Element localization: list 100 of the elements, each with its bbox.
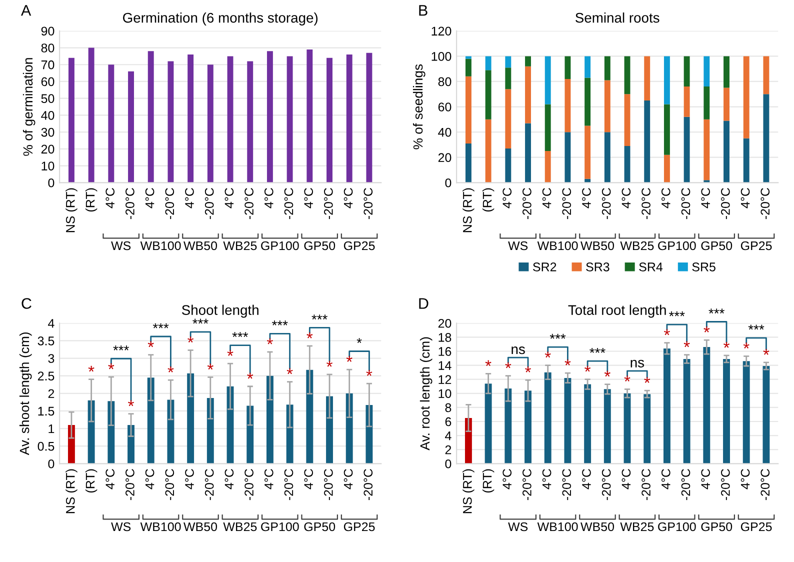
x-tick-label: -20°C bbox=[126, 188, 134, 220]
y-tick-label: 2.5 bbox=[38, 372, 54, 380]
x-tick-label: 4°C bbox=[661, 188, 670, 208]
x-tick-label: 4°C bbox=[622, 188, 631, 208]
bar bbox=[505, 148, 512, 183]
x-tick-label: -20°C bbox=[562, 188, 572, 220]
bar bbox=[664, 154, 670, 183]
x-tick-label: -20°C bbox=[642, 468, 650, 500]
bar bbox=[485, 119, 492, 183]
y-tick-label: 90 bbox=[41, 26, 54, 36]
y-tick-label: 120 bbox=[432, 26, 452, 36]
text: GP100 bbox=[261, 241, 299, 250]
bar bbox=[485, 70, 492, 120]
bar bbox=[644, 100, 650, 183]
bar bbox=[584, 56, 591, 78]
x-tick-label: 4°C bbox=[502, 468, 512, 490]
y-tick-label: 3 bbox=[48, 354, 54, 363]
y-axis-title: Av. shoot length (cm) bbox=[19, 332, 32, 456]
annotation: ns bbox=[630, 360, 644, 368]
text: WB25 bbox=[620, 241, 654, 250]
text: WS bbox=[111, 522, 131, 532]
x-tick-label: NS (RT) bbox=[66, 469, 78, 514]
x-tick-label: (RT) bbox=[482, 188, 494, 212]
bar bbox=[525, 123, 531, 183]
x-tick-label: 4°C bbox=[740, 188, 750, 208]
y-tick-label: 0.5 bbox=[38, 442, 54, 451]
x-tick-label: 4°C bbox=[622, 468, 631, 490]
x-tick-label: -20°C bbox=[126, 468, 134, 500]
y-tick-label: 8 bbox=[445, 403, 452, 412]
bar bbox=[167, 400, 174, 464]
data-label: * bbox=[684, 341, 690, 348]
text: GP50 bbox=[304, 522, 336, 532]
x-tick-label: -20°C bbox=[760, 468, 770, 500]
data-label: * bbox=[544, 352, 551, 358]
bar bbox=[148, 51, 154, 183]
bar bbox=[128, 71, 134, 183]
x-tick-label: NS (RT) bbox=[66, 188, 78, 232]
bar bbox=[762, 366, 770, 464]
bar bbox=[187, 373, 194, 464]
y-tick-label: 0 bbox=[445, 178, 452, 188]
x-tick-label: -20°C bbox=[681, 188, 690, 220]
x-tick-label: 4°C bbox=[224, 188, 234, 208]
bar bbox=[366, 52, 372, 183]
data-label: * bbox=[247, 372, 254, 379]
y-tick-label: 3.5 bbox=[38, 336, 54, 346]
y-tick-label: 10 bbox=[438, 389, 452, 398]
bar bbox=[286, 56, 293, 183]
x-tick-label: (RT) bbox=[85, 188, 98, 212]
bar bbox=[684, 116, 690, 183]
bar bbox=[604, 80, 610, 132]
y-tick-label: 0 bbox=[48, 459, 54, 468]
bar bbox=[743, 56, 750, 138]
legend-label: SR5 bbox=[692, 262, 716, 272]
x-tick-label: NS (RT) bbox=[462, 469, 474, 514]
y-tick-label: 16 bbox=[438, 347, 452, 356]
bar bbox=[484, 384, 492, 464]
text: *** bbox=[669, 311, 685, 316]
data-label: * bbox=[227, 350, 234, 356]
legend-label: SR4 bbox=[639, 262, 663, 272]
bar bbox=[525, 66, 531, 124]
data-label: * bbox=[326, 360, 332, 367]
text: GP100 bbox=[261, 522, 299, 532]
text: A bbox=[20, 5, 32, 16]
bar bbox=[624, 94, 630, 146]
x-tick-label: 4°C bbox=[264, 468, 274, 490]
x-tick-label: -20°C bbox=[721, 188, 730, 220]
x-tick-label: 4°C bbox=[502, 188, 512, 208]
data-label: * bbox=[148, 341, 154, 348]
x-tick-label: -20°C bbox=[522, 468, 532, 500]
bar bbox=[703, 347, 710, 464]
x-tick-label: -20°C bbox=[522, 188, 532, 220]
bar bbox=[684, 86, 690, 117]
text: WB25 bbox=[620, 522, 654, 532]
data-label: * bbox=[306, 332, 313, 338]
y-tick-label: 2 bbox=[445, 445, 452, 454]
text: *** bbox=[708, 308, 724, 314]
bar bbox=[584, 384, 592, 464]
x-tick-label: 4°C bbox=[542, 468, 552, 490]
y-tick-label: 100 bbox=[432, 52, 452, 61]
bar bbox=[68, 425, 75, 464]
x-tick-label: 4°C bbox=[304, 468, 314, 490]
data-label: * bbox=[88, 366, 94, 372]
y-tick-label: 2 bbox=[48, 389, 54, 398]
legend-label: SR2 bbox=[533, 262, 556, 272]
y-tick-label: 20 bbox=[438, 153, 452, 162]
bar bbox=[584, 126, 591, 179]
data-label: * bbox=[664, 329, 670, 336]
data-label: * bbox=[584, 366, 591, 372]
bar bbox=[525, 56, 531, 66]
y-tick-label: 50 bbox=[41, 94, 54, 103]
bar bbox=[168, 61, 174, 183]
annotation: *** bbox=[113, 345, 129, 350]
data-label: * bbox=[366, 370, 372, 376]
bar bbox=[266, 376, 274, 464]
bar bbox=[723, 358, 730, 464]
bar bbox=[544, 104, 551, 152]
x-tick-label: 4°C bbox=[185, 468, 194, 490]
bar bbox=[644, 394, 651, 464]
y-tick-label: 40 bbox=[438, 128, 452, 137]
text: WB100 bbox=[537, 522, 578, 532]
